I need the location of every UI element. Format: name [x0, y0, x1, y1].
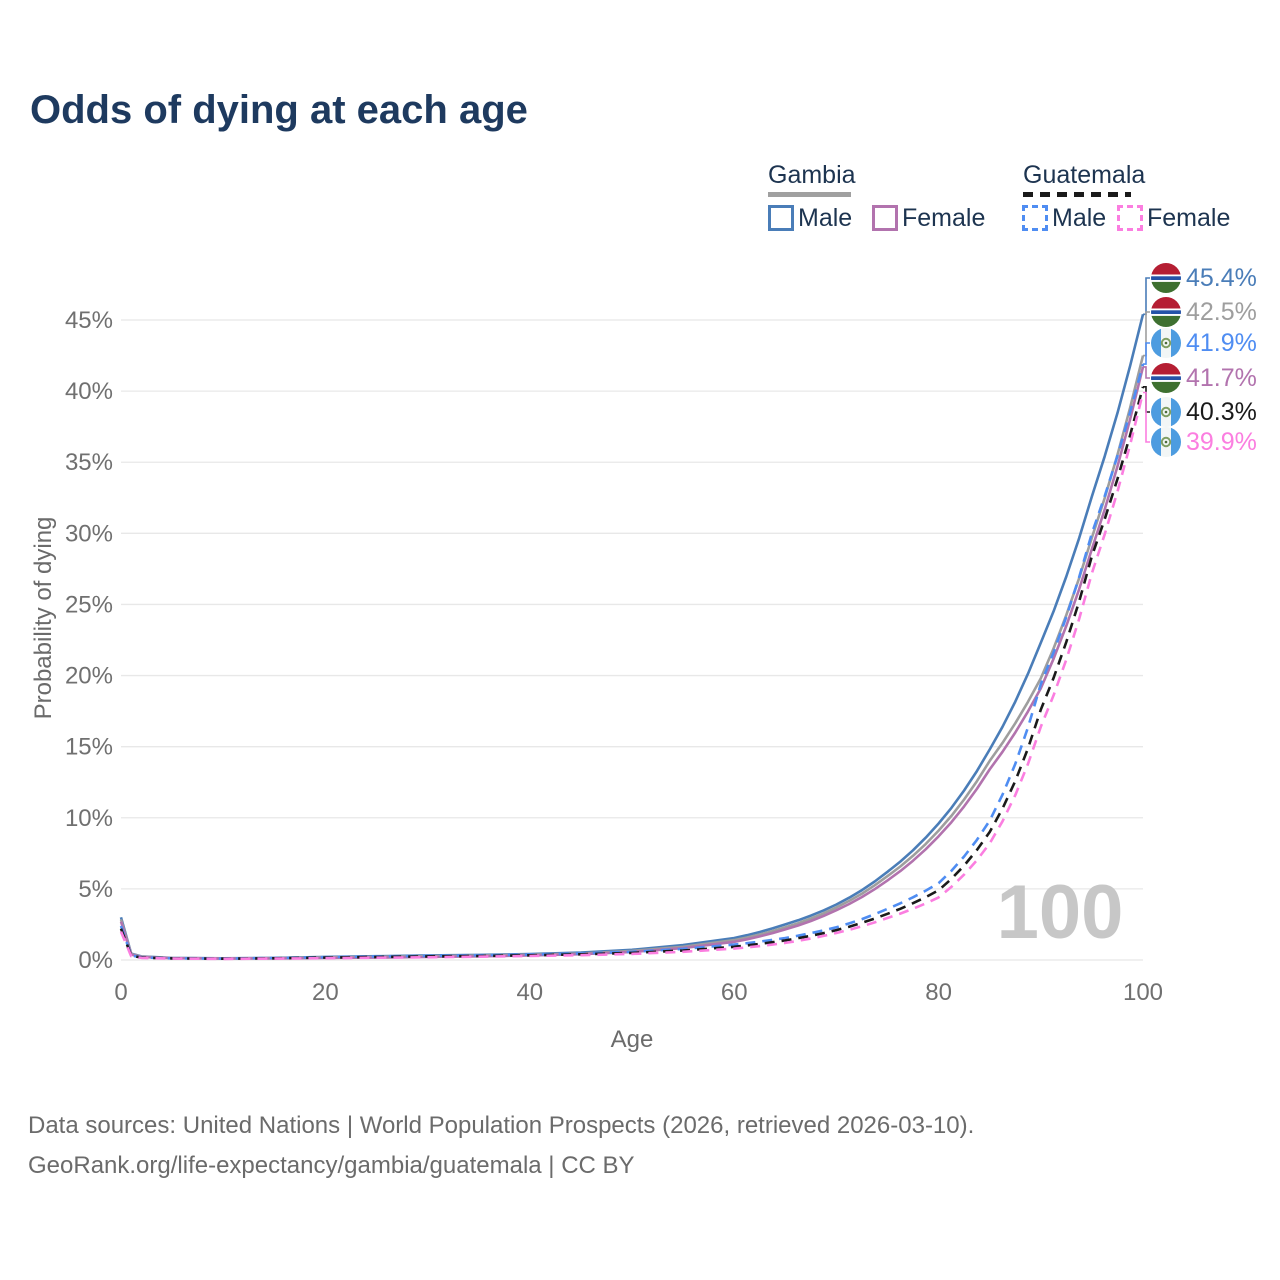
series-line-gambia-female[interactable]	[119, 366, 1145, 960]
end-label-guatemala: 40.3%	[1151, 396, 1257, 428]
legend-group-guatemala[interactable]: Guatemala	[1023, 160, 1145, 197]
series-line-guatemala-female[interactable]	[119, 392, 1145, 961]
end-value-label: 40.3%	[1186, 397, 1257, 426]
x-tick-label: 40	[516, 979, 543, 1006]
x-axis-title: Age	[610, 1026, 654, 1053]
y-tick-label: 0%	[78, 947, 113, 974]
gambia-female-swatch-icon	[872, 205, 898, 231]
data-sources-footer: Data sources: United Nations | World Pop…	[28, 1106, 974, 1186]
y-tick-label: 5%	[78, 876, 113, 903]
legend-group-gambia[interactable]: Gambia	[768, 160, 856, 197]
footer-line-sources: Data sources: United Nations | World Pop…	[28, 1112, 975, 1139]
end-value-label: 41.7%	[1186, 363, 1257, 392]
guatemala-flag-icon	[1151, 397, 1181, 427]
end-value-label: 39.9%	[1186, 427, 1257, 456]
legend-item-gambia-male[interactable]: Male	[768, 202, 852, 234]
legend-item-gambia-female[interactable]: Female	[872, 202, 985, 234]
page-title: Odds of dying at each age	[30, 88, 528, 132]
end-label-gambia-female: 41.7%	[1151, 362, 1257, 394]
guatemala-flag-icon	[1151, 427, 1181, 457]
y-tick-label: 40%	[65, 378, 113, 405]
x-tick-label: 0	[114, 979, 127, 1006]
end-value-label: 42.5%	[1186, 297, 1257, 326]
gambia-male-swatch-icon	[768, 205, 794, 231]
y-tick-label: 25%	[65, 591, 113, 618]
guatemala-flag-icon	[1151, 328, 1181, 358]
end-label-guatemala-male: 41.9%	[1151, 327, 1257, 359]
legend-group-guatemala-label: Guatemala	[1023, 161, 1146, 189]
x-tick-label: 100	[1123, 979, 1163, 1006]
watermark-age-100: 100	[997, 870, 1124, 955]
end-label-connector	[1143, 366, 1150, 379]
end-label-connector	[1143, 391, 1150, 443]
series-line-guatemala[interactable]	[119, 386, 1145, 960]
x-tick-label: 20	[312, 979, 339, 1006]
end-label-connector	[1143, 311, 1150, 357]
legend-item-guatemala-female[interactable]: Female	[1117, 202, 1230, 234]
guatemala-male-swatch-icon	[1022, 205, 1048, 231]
y-axis-title: Probability of dying	[30, 516, 57, 720]
series-line-gambia[interactable]	[119, 355, 1145, 960]
series-line-guatemala-male[interactable]	[119, 363, 1145, 960]
gambia-flag-icon	[1151, 297, 1181, 327]
guatemala-dashed-line-swatch-icon	[1023, 192, 1131, 197]
y-tick-label: 15%	[65, 734, 113, 761]
y-tick-label: 45%	[65, 307, 113, 334]
series-line-gambia-male[interactable]	[119, 313, 1145, 960]
end-label-gambia-male: 45.4%	[1151, 262, 1257, 294]
legend-item-label: Female	[1147, 203, 1231, 232]
legend-item-label: Male	[798, 203, 853, 232]
legend-item-guatemala-male[interactable]: Male	[1022, 202, 1106, 234]
gambia-flag-icon	[1151, 363, 1181, 393]
legend-item-label: Male	[1052, 203, 1107, 232]
legend-group-gambia-label: Gambia	[768, 161, 856, 189]
gambia-solid-line-swatch-icon	[768, 192, 851, 197]
x-tick-label: 60	[721, 979, 748, 1006]
legend-item-label: Female	[902, 203, 986, 232]
gambia-flag-icon	[1151, 263, 1181, 293]
footer-line-attribution: GeoRank.org/life-expectancy/gambia/guate…	[28, 1152, 635, 1179]
end-value-label: 45.4%	[1186, 263, 1257, 292]
y-tick-label: 10%	[65, 805, 113, 832]
x-tick-label: 80	[925, 979, 952, 1006]
y-tick-label: 30%	[65, 520, 113, 547]
guatemala-female-swatch-icon	[1117, 205, 1143, 231]
end-value-label: 41.9%	[1186, 328, 1257, 357]
y-tick-label: 20%	[65, 663, 113, 690]
end-label-guatemala-female: 39.9%	[1151, 426, 1257, 458]
end-label-connector	[1143, 342, 1150, 365]
y-tick-label: 35%	[65, 449, 113, 476]
end-label-gambia: 42.5%	[1151, 296, 1257, 328]
end-label-connector	[1143, 277, 1150, 316]
